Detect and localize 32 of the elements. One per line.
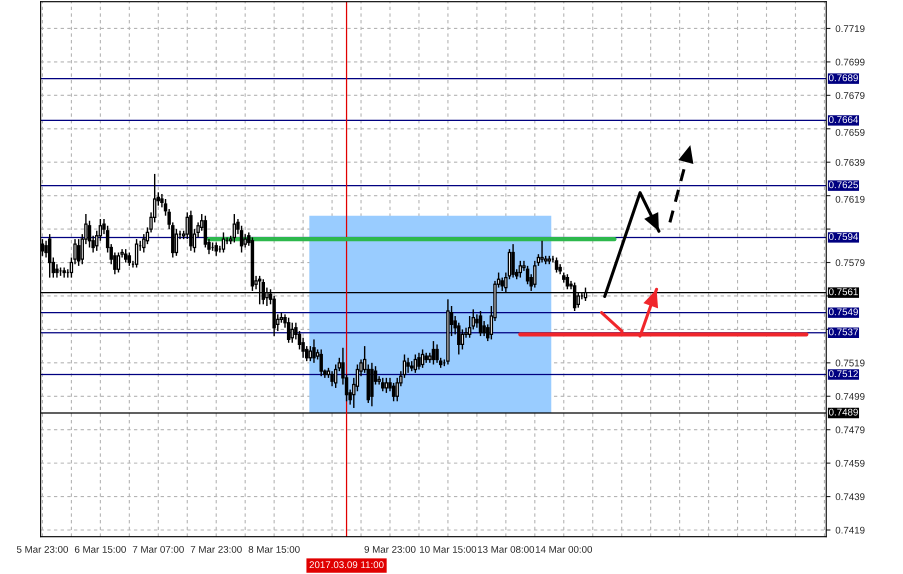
y-tick-label: 0.7699 <box>836 58 865 66</box>
y-tick-label: 0.7619 <box>836 196 865 203</box>
y-tick-label: 0.7459 <box>836 460 865 467</box>
ref-line-label: 0.7594 <box>828 233 858 240</box>
y-tick-label: 0.7579 <box>836 259 865 266</box>
ref-line-label: 0.7625 <box>828 181 858 188</box>
y-tick-label: 0.7479 <box>836 426 865 434</box>
ref-line-label: 0.7537 <box>828 328 858 336</box>
x-tick-label: 5 Mar 23:00 <box>16 546 68 553</box>
ref-line-label: 0.7561 <box>828 288 858 296</box>
y-tick-label: 0.7499 <box>836 392 865 400</box>
ref-line-label: 0.7489 <box>828 408 858 416</box>
y-tick-label: 0.7719 <box>836 25 865 32</box>
x-tick-label: 13 Mar 08:00 <box>478 546 534 553</box>
x-tick-label: 9 Mar 23:00 <box>364 546 416 553</box>
x-tick-label: 14 Mar 00:00 <box>536 546 592 553</box>
x-tick-label: 7 Mar 07:00 <box>132 546 184 553</box>
x-tick-label: 2017.03.09 11:00 <box>310 561 384 568</box>
y-tick-label: 0.7659 <box>836 128 865 136</box>
x-tick-label: 10 Mar 15:00 <box>420 546 476 553</box>
x-tick-label: 6 Mar 15:00 <box>74 546 126 553</box>
y-tick-label: 0.7639 <box>836 158 865 166</box>
ref-line-label: 0.7512 <box>828 370 858 378</box>
x-tick-label: 8 Mar 15:00 <box>248 546 300 553</box>
y-tick-label: 0.7439 <box>836 493 865 500</box>
y-tick-label: 0.7519 <box>836 360 865 366</box>
ref-line-label: 0.7689 <box>828 74 858 82</box>
ref-line-label: 0.7549 <box>828 308 858 316</box>
y-tick-label: 0.7679 <box>836 92 865 99</box>
x-tick-label: 7 Mar 23:00 <box>190 546 242 553</box>
ref-line-label: 0.7664 <box>828 116 858 124</box>
y-tick-label: 0.7419 <box>836 526 865 534</box>
